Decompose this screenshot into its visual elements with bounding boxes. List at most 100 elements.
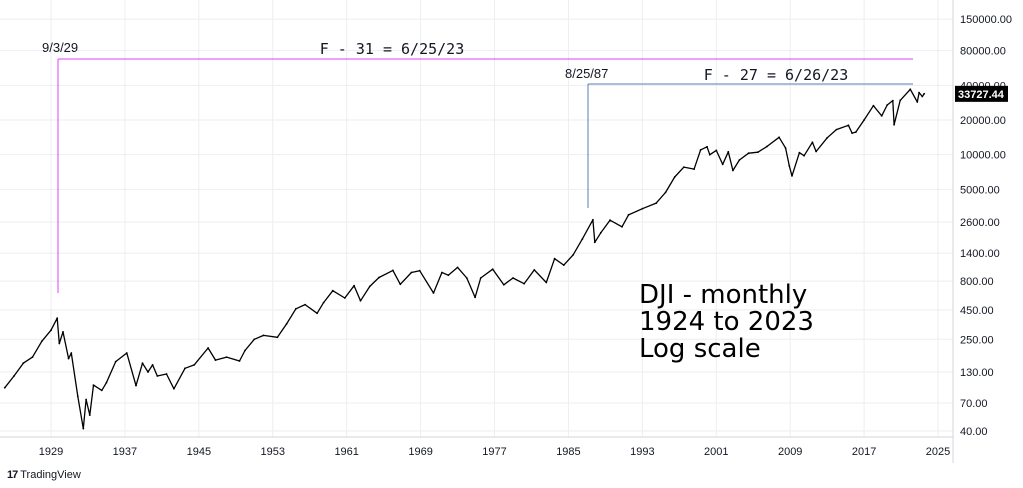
dji-series-line (4, 88, 925, 430)
data-point (304, 303, 306, 306)
data-point (627, 214, 630, 216)
data-point (392, 269, 394, 272)
data-point (253, 338, 256, 341)
x-tick-label: 2001 (704, 446, 728, 458)
data-point (13, 375, 15, 377)
data-point (815, 150, 817, 153)
data-point (368, 285, 371, 288)
data-point (788, 165, 791, 167)
data-point (58, 342, 61, 345)
data-point (465, 277, 468, 279)
x-tick-label: 2009 (778, 446, 802, 458)
data-point (165, 373, 168, 375)
data-point (721, 163, 724, 166)
data-point (791, 175, 793, 177)
data-point (105, 381, 108, 384)
data-point (798, 151, 801, 154)
data-point (706, 145, 708, 148)
data-point (92, 384, 95, 386)
y-tick-label: 40.00 (960, 426, 988, 438)
y-tick-label: 150000.00 (960, 14, 1012, 26)
y-tick-label: 2600.00 (960, 217, 1000, 229)
x-tick-label: 1969 (408, 446, 432, 458)
data-point (62, 331, 64, 333)
data-point (826, 136, 829, 139)
data-point (135, 384, 137, 387)
x-tick-label: 1953 (261, 446, 285, 458)
data-point (533, 269, 536, 271)
y-tick-label: 70.00 (960, 398, 988, 410)
data-point (353, 284, 355, 287)
x-tick-label: 1993 (630, 446, 654, 458)
data-point (803, 154, 805, 157)
data-point (50, 329, 52, 332)
data-point (766, 145, 768, 148)
data-point (322, 301, 325, 304)
data-point (893, 123, 895, 126)
data-point (238, 360, 241, 362)
anno-1987-date: 8/25/87 (565, 66, 608, 81)
x-tick-label: 1985 (556, 446, 580, 458)
x-tick-label: 2017 (852, 446, 876, 458)
data-point (641, 207, 644, 210)
axes-layer (0, 0, 954, 463)
x-tick-label: 1977 (482, 446, 506, 458)
data-point (621, 225, 623, 228)
data-point (727, 150, 730, 153)
data-point (655, 202, 658, 205)
data-point (909, 88, 912, 91)
data-point (285, 323, 288, 325)
y-tick-label: 130.00 (960, 367, 994, 379)
data-point (593, 241, 596, 244)
x-tick-label: 1961 (334, 446, 358, 458)
data-point (70, 352, 73, 354)
data-point (715, 149, 718, 152)
tradingview-logo[interactable]: 17 TradingView (7, 469, 81, 481)
data-point (572, 254, 574, 256)
data-point (747, 152, 750, 155)
data-point (225, 356, 228, 358)
data-point (673, 176, 676, 178)
data-point (100, 389, 103, 392)
data-point (693, 168, 695, 171)
data-point (592, 218, 594, 221)
anno-1929-date: 9/3/29 (42, 40, 78, 55)
data-point (359, 299, 362, 302)
data-point (276, 336, 279, 339)
grid-layer (0, 0, 953, 437)
chart-title-line: 1924 to 2023 (639, 307, 814, 337)
data-point (343, 297, 346, 299)
data-point (262, 334, 265, 337)
data-point (854, 131, 857, 134)
data-point (491, 268, 494, 271)
data-point (125, 352, 128, 354)
last-value-marker: 33727.44 (955, 85, 1008, 102)
y-tick-label: 1400.00 (960, 248, 1000, 260)
data-point (184, 367, 186, 370)
data-point (173, 387, 175, 390)
chart-title-line: Log scale (639, 334, 761, 364)
data-point (784, 147, 787, 150)
data-point (918, 91, 920, 94)
data-point (851, 132, 853, 135)
y-tick-label: 5000.00 (960, 184, 1000, 196)
data-point (418, 269, 421, 272)
data-point (399, 283, 402, 286)
series-layer (3, 88, 926, 430)
y-tick-label: 450.00 (960, 305, 994, 317)
data-point (410, 271, 413, 274)
data-point (76, 395, 79, 398)
data-point (456, 266, 459, 269)
data-point (778, 136, 780, 139)
data-point (156, 375, 159, 377)
data-point (378, 276, 380, 279)
data-point (56, 317, 59, 320)
data-point (664, 191, 667, 194)
data-point (3, 386, 6, 389)
data-point (847, 124, 850, 127)
data-point (88, 414, 91, 416)
data-point (502, 283, 505, 286)
y-tick-labels: 150000.0080000.0040000.0020000.0010000.0… (960, 14, 1012, 438)
data-point (67, 357, 70, 360)
